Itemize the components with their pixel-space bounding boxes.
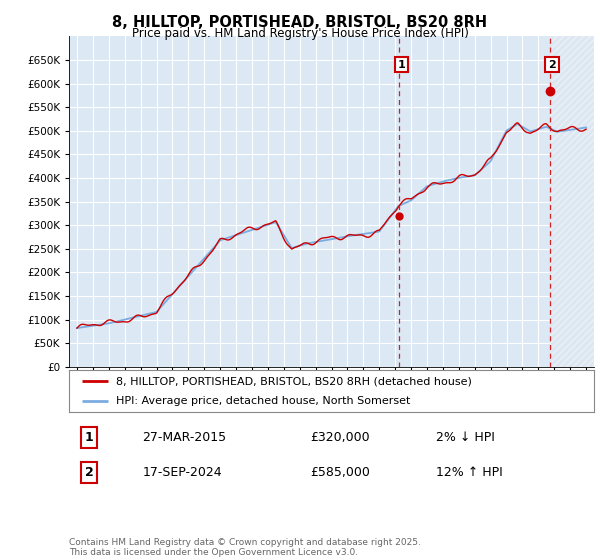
Text: 2: 2 (85, 466, 94, 479)
Bar (550, 36, 594, 367)
Bar (550, 36, 594, 367)
Text: 2% ↓ HPI: 2% ↓ HPI (437, 431, 496, 444)
Text: 8, HILLTOP, PORTISHEAD, BRISTOL, BS20 8RH: 8, HILLTOP, PORTISHEAD, BRISTOL, BS20 8R… (112, 15, 488, 30)
Text: 8, HILLTOP, PORTISHEAD, BRISTOL, BS20 8RH (detached house): 8, HILLTOP, PORTISHEAD, BRISTOL, BS20 8R… (116, 376, 472, 386)
Text: 1: 1 (397, 60, 405, 69)
Text: £585,000: £585,000 (311, 466, 370, 479)
Text: 17-SEP-2024: 17-SEP-2024 (143, 466, 222, 479)
Text: 1: 1 (85, 431, 94, 444)
Text: 2: 2 (548, 60, 556, 69)
Text: 12% ↑ HPI: 12% ↑ HPI (437, 466, 503, 479)
Text: Price paid vs. HM Land Registry's House Price Index (HPI): Price paid vs. HM Land Registry's House … (131, 27, 469, 40)
Text: HPI: Average price, detached house, North Somerset: HPI: Average price, detached house, Nort… (116, 396, 410, 406)
Text: £320,000: £320,000 (311, 431, 370, 444)
Text: 27-MAR-2015: 27-MAR-2015 (143, 431, 227, 444)
Text: Contains HM Land Registry data © Crown copyright and database right 2025.
This d: Contains HM Land Registry data © Crown c… (69, 538, 421, 557)
